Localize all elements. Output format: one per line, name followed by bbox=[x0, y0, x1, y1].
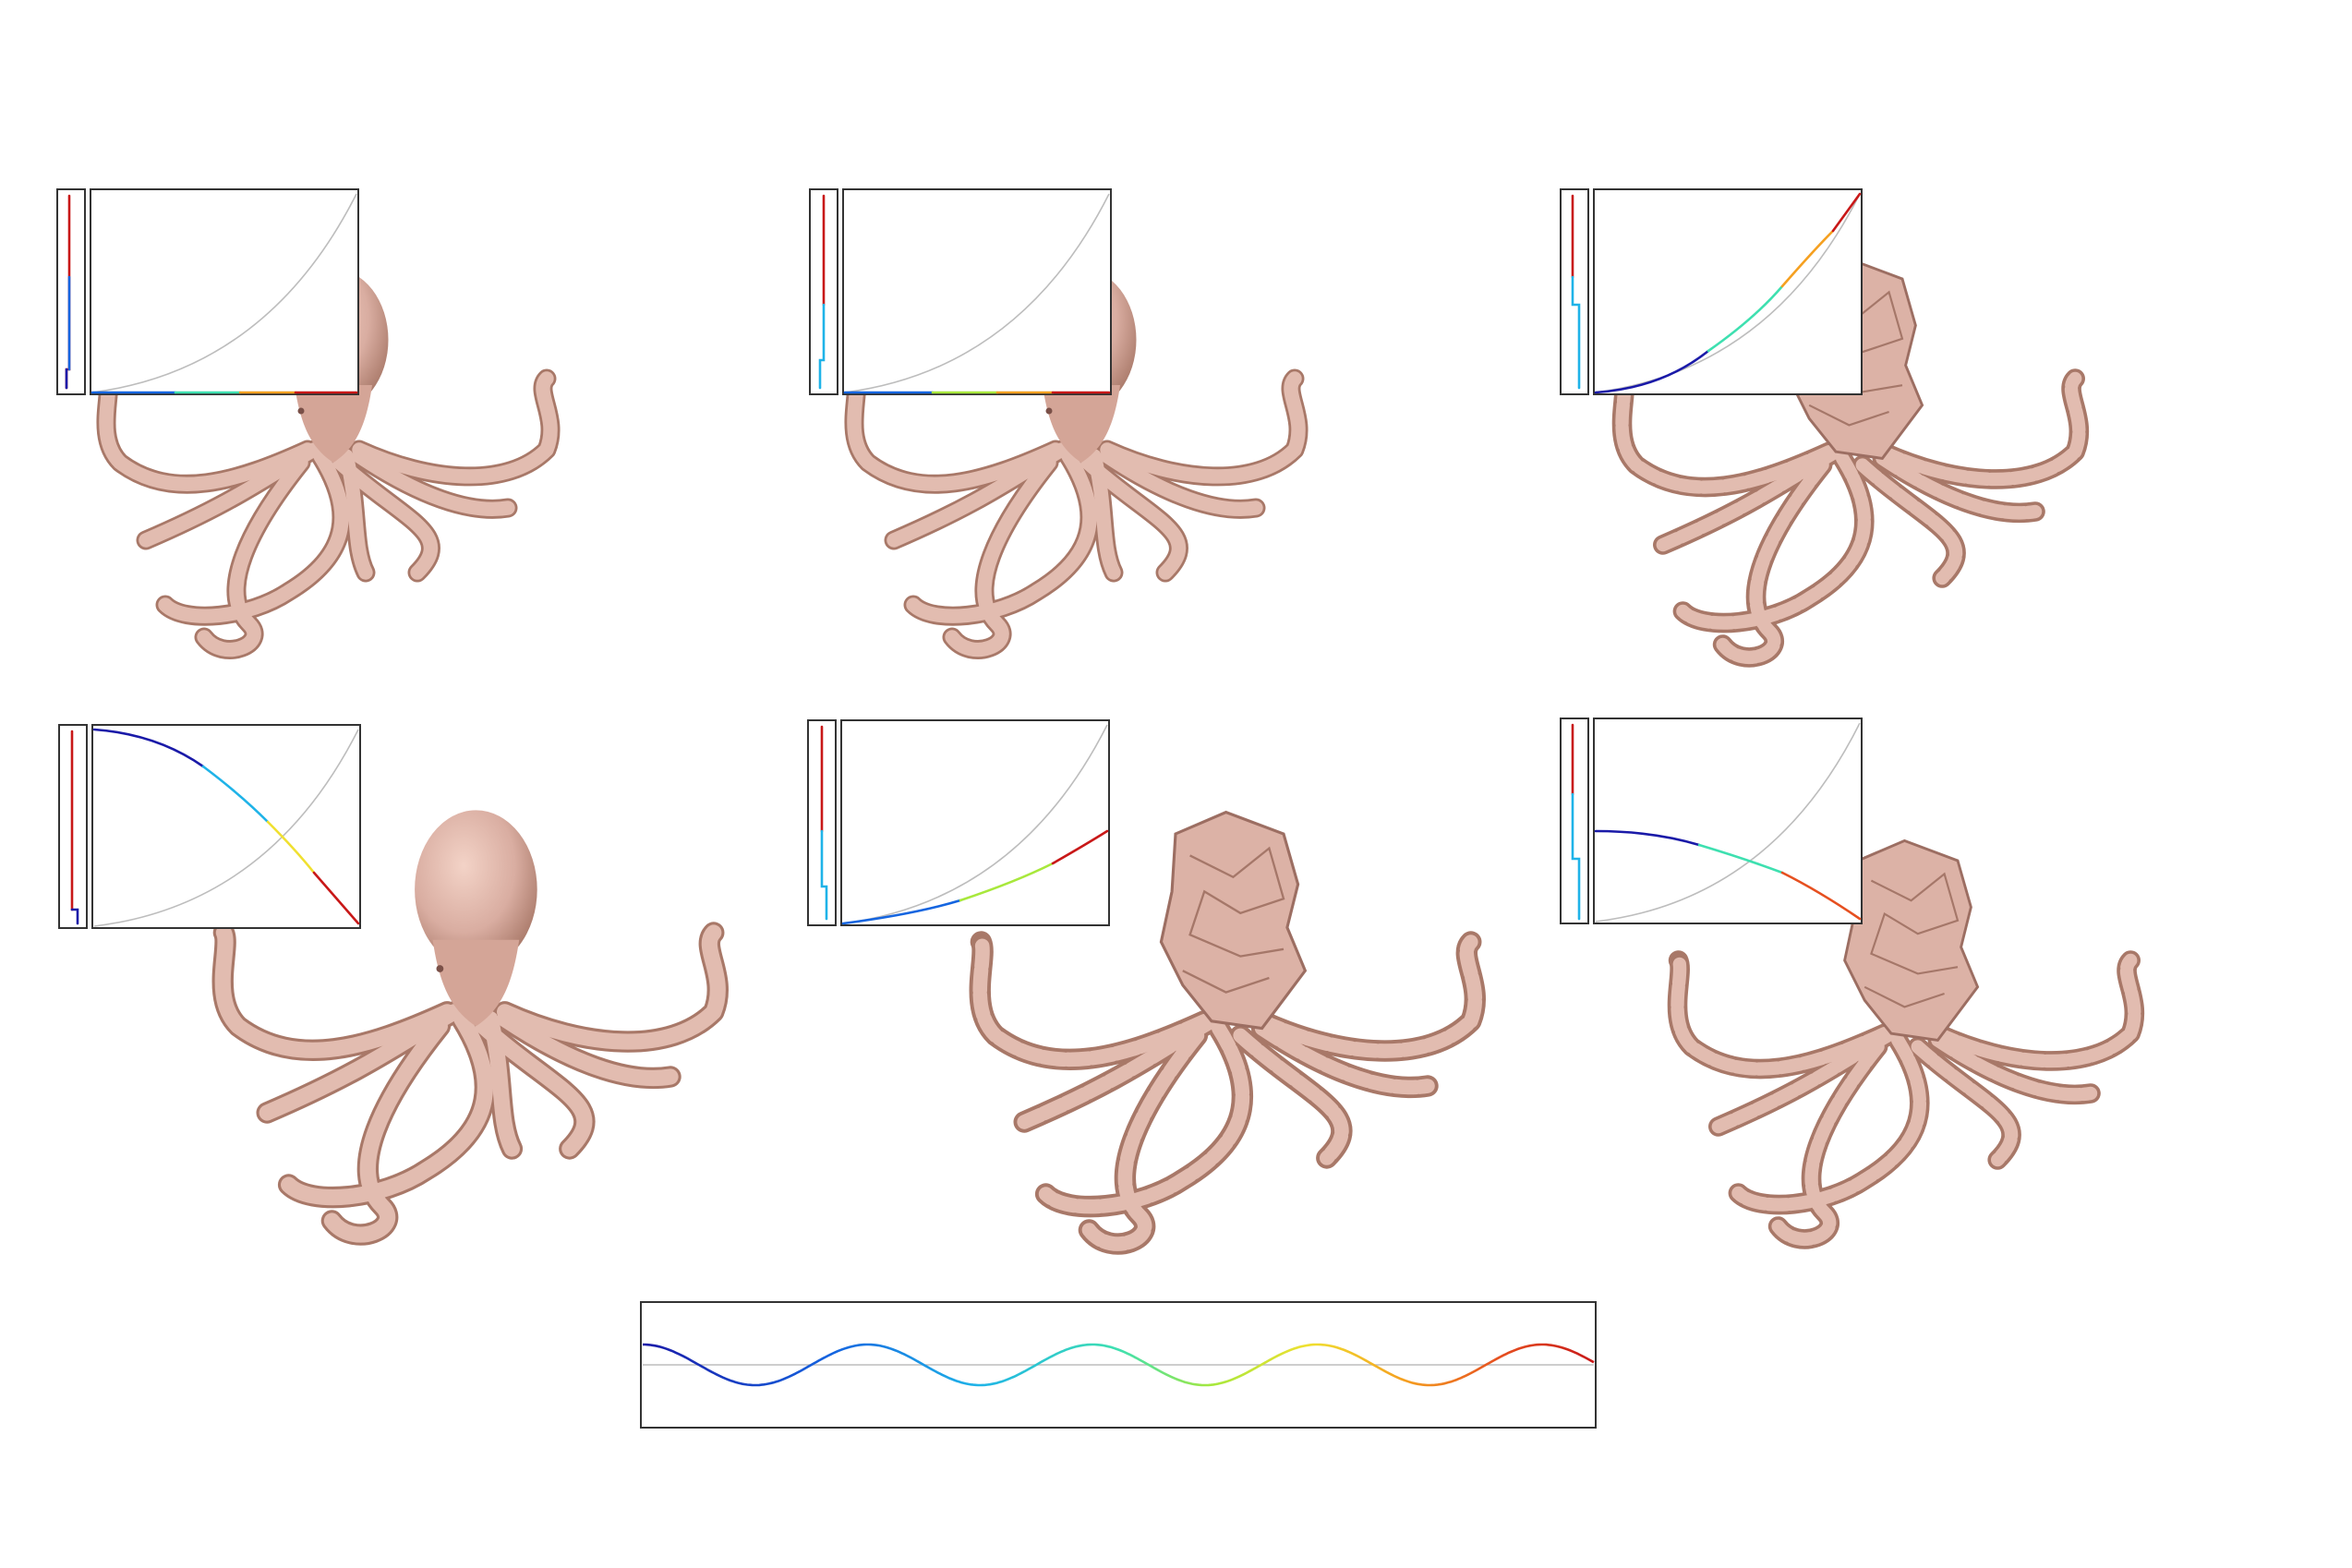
panel-top-left bbox=[56, 188, 550, 649]
response-curve bbox=[92, 728, 205, 768]
inset-plot bbox=[1560, 188, 1863, 395]
curve-plot-box bbox=[90, 188, 359, 395]
panel-top-middle bbox=[809, 188, 1298, 649]
inset-plot bbox=[1560, 718, 1863, 924]
inset-plot bbox=[56, 188, 359, 395]
panel-bottom-right bbox=[1560, 718, 2134, 1239]
curve-plot-box bbox=[840, 719, 1110, 926]
panel-bottom-left bbox=[58, 724, 718, 1235]
response-curve bbox=[1594, 349, 1710, 394]
curve-plot-box bbox=[842, 188, 1112, 395]
sine-wave bbox=[643, 1343, 1595, 1387]
response-curve bbox=[1594, 829, 1701, 847]
curve-plot-box bbox=[91, 724, 361, 929]
inset-plot bbox=[809, 188, 1112, 395]
reference-curve bbox=[93, 729, 359, 927]
reference-curve bbox=[844, 193, 1110, 393]
inset-plot bbox=[58, 724, 361, 929]
colorbar-box bbox=[1560, 718, 1589, 924]
reference-curve bbox=[91, 193, 357, 393]
reference-curve bbox=[842, 724, 1108, 924]
panel-bottom-middle bbox=[807, 719, 1475, 1244]
inset-plot bbox=[807, 719, 1110, 926]
curve-plot-box bbox=[1593, 188, 1863, 395]
curve-plot-box bbox=[1593, 718, 1863, 924]
panel-top-right bbox=[1560, 188, 2079, 657]
colorbar-box bbox=[56, 188, 86, 395]
response-curve bbox=[841, 899, 962, 925]
reference-curve bbox=[1595, 193, 1861, 393]
colorbar-box bbox=[1560, 188, 1589, 395]
reference-signal-panel bbox=[640, 1301, 1597, 1429]
